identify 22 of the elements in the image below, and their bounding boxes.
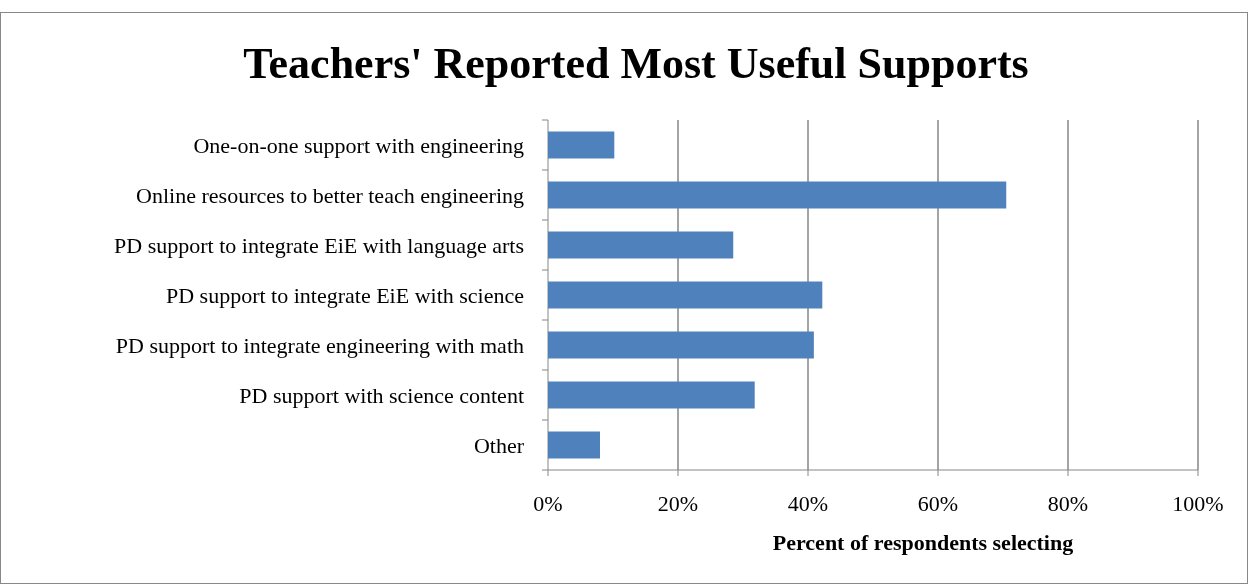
bar xyxy=(548,281,823,309)
bar xyxy=(548,131,615,159)
y-tick-label: PD support to integrate EiE with language arts xyxy=(114,232,524,258)
bar xyxy=(548,431,600,459)
x-tick-label: 20% xyxy=(657,491,699,516)
y-tick-label: PD support with science content xyxy=(239,382,524,408)
y-tick-label: Online resources to better teach engineering xyxy=(136,182,524,208)
y-tick-label: PD support to integrate EiE with science xyxy=(165,282,524,308)
x-tick-label: 0% xyxy=(533,491,563,516)
x-tick-label: 40% xyxy=(787,491,829,516)
bar xyxy=(548,231,734,259)
bar xyxy=(548,181,1007,209)
bar xyxy=(548,331,814,359)
y-tick-label: One-on-one support with engineering xyxy=(193,132,524,158)
x-tick-label: 60% xyxy=(917,491,959,516)
chart-title: Teachers' Reported Most Useful Supports xyxy=(243,39,1029,88)
x-tick-label: 80% xyxy=(1047,491,1089,516)
bar xyxy=(548,381,755,409)
y-tick-label: PD support to integrate engineering with math xyxy=(115,332,524,358)
x-axis-title: Percent of respondents selecting xyxy=(772,530,1074,555)
y-tick-label: Other xyxy=(473,432,525,458)
x-tick-label: 100% xyxy=(1172,491,1224,516)
